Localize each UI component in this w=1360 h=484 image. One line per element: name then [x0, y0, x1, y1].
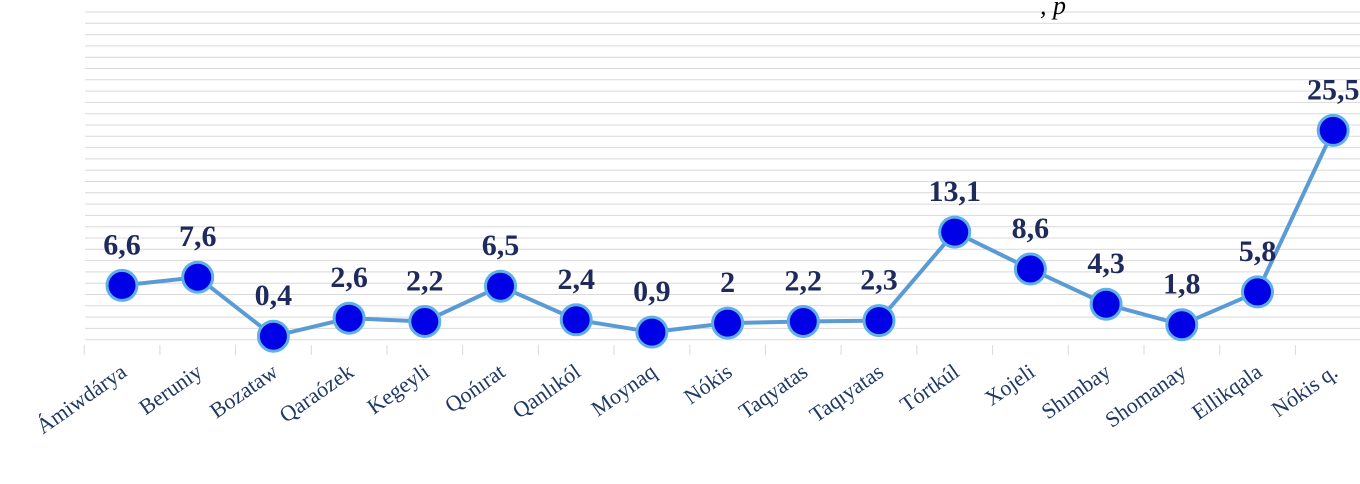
data-label: 4,3	[1087, 247, 1125, 280]
data-label: 5,8	[1239, 235, 1277, 268]
data-label: 13,1	[928, 175, 981, 208]
data-point	[1316, 113, 1350, 147]
category-label: Bozataw	[205, 359, 282, 424]
data-point	[181, 260, 215, 294]
data-label: 2,2	[406, 265, 444, 298]
data-point	[1013, 252, 1047, 286]
category-label: Tórtkúl	[895, 359, 963, 417]
category-label: Ellikqala	[1187, 358, 1267, 424]
data-point	[711, 306, 745, 340]
category-label: Qaraózek	[275, 359, 358, 428]
category-label: Nókis q.	[1267, 359, 1342, 422]
data-point	[256, 319, 290, 353]
data-label: 2	[720, 266, 735, 299]
data-label: 2,6	[330, 261, 368, 294]
data-label: 2,2	[785, 265, 823, 298]
category-label: Qanlıkól	[508, 359, 585, 424]
data-label: 7,6	[179, 220, 217, 253]
corner-text: , p	[1040, 0, 1066, 20]
category-label: Qońırat	[440, 359, 509, 418]
data-point	[635, 315, 669, 349]
data-label: 0,4	[255, 279, 293, 312]
data-label: 2,3	[860, 264, 898, 297]
data-point	[1165, 308, 1199, 342]
category-label: Moynaq	[586, 359, 660, 422]
category-label: Kegeyli	[362, 359, 433, 419]
data-label: 8,6	[1012, 212, 1050, 245]
data-label: 6,6	[103, 228, 141, 261]
data-point	[938, 215, 972, 249]
data-label: 0,9	[633, 275, 671, 308]
data-labels: 6,6 7,6 0,4 2,6 2,2 6,5 2,4 0,9 2 2,2 2,3 13,1 8,6 4,…	[103, 73, 1359, 312]
category-label: Beruniy	[134, 359, 206, 420]
category-tick-marks	[83, 345, 1296, 355]
data-point	[559, 303, 593, 337]
data-point	[1089, 287, 1123, 321]
data-point	[862, 304, 896, 338]
data-point	[484, 269, 517, 303]
category-label: Xojeli	[980, 359, 1039, 411]
data-point	[332, 301, 366, 335]
category-label: Taqyatas	[734, 359, 812, 424]
data-label: 2,4	[557, 263, 595, 296]
data-point	[105, 268, 139, 302]
category-label: Taqıyatas	[805, 359, 888, 428]
data-label: 1,8	[1163, 268, 1201, 301]
data-label: 25,5	[1307, 73, 1360, 106]
category-label: Shomanay	[1100, 359, 1190, 433]
gridlines	[85, 11, 1360, 341]
data-label: 6,5	[482, 229, 520, 262]
data-point	[786, 305, 820, 338]
category-label: Ámiwdárya	[31, 358, 131, 438]
data-point	[1241, 275, 1274, 309]
data-point	[408, 305, 442, 338]
category-label: Nókis	[679, 359, 736, 410]
data-points	[105, 113, 1350, 353]
